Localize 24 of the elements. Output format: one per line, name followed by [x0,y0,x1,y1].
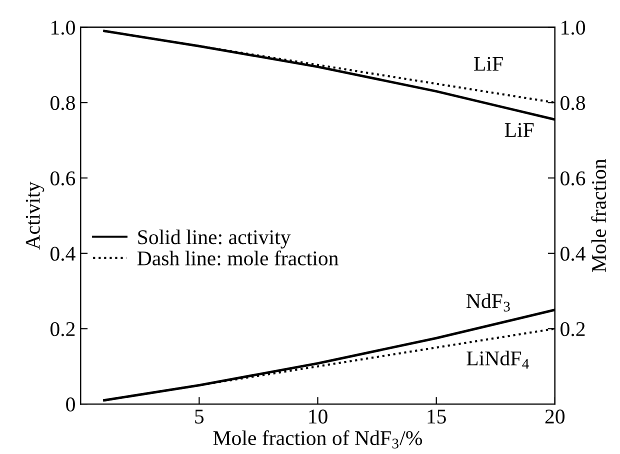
x-axis-title: Mole fraction of NdF$_{3}$/% [213,430,422,448]
y-axis-title: Activity [26,182,44,250]
y2-tick-label: 0.6 [560,171,586,186]
series-label: LiF [504,123,534,137]
y-tick-label: 0.8 [50,96,75,110]
y-tick-label: 0.4 [50,246,76,261]
y2-tick-label: 0.8 [560,96,586,110]
y2-tick-label: 0.2 [560,322,585,336]
y2-tick-label: 1.0 [562,20,586,35]
y-tick-label: 0.6 [50,171,76,186]
x-tick-label: 15 [428,410,446,424]
y-tick-label: 0.2 [50,322,75,336]
y2-tick-label: 0.4 [560,246,586,261]
x-tick-label: 10 [309,410,328,424]
series-label: LiF [474,56,503,71]
x-tick-label: 5 [195,410,204,424]
x-tick-label: 20 [545,410,565,424]
series-label: NdF$_{3}$ [466,294,510,312]
series-label: LiNdF$_{4}$ [466,350,529,369]
annotation: Solid line: activity [138,230,291,249]
y-tick-label: 1.0 [52,20,75,35]
y2-axis-title: Mole fraction [591,158,606,272]
annotation: Dash line: mole fraction [137,250,338,266]
y-tick-label: 0 [66,397,75,412]
